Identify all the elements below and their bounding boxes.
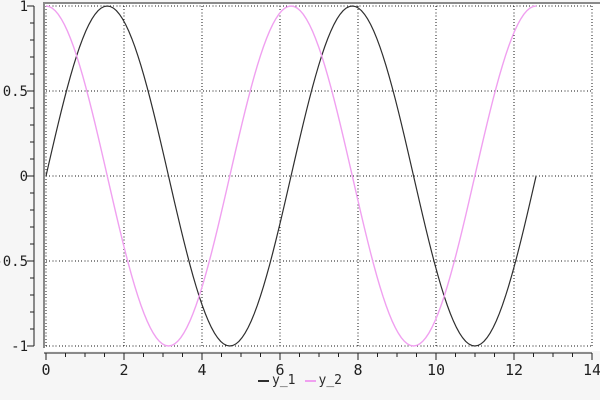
legend-line-sample-y1	[258, 379, 270, 382]
x-tick-label: 8	[353, 361, 362, 379]
x-tick-label: 12	[505, 361, 523, 379]
legend-line-sample-y2	[304, 379, 316, 382]
x-tick-label: 10	[427, 361, 445, 379]
x-tick-label: 6	[275, 361, 284, 379]
curve-y_2	[45, 5, 537, 347]
legend: y_1 y_2	[0, 373, 600, 388]
y-tick-label: -1	[11, 339, 28, 355]
y-tick-label: 1	[20, 0, 28, 15]
x-tick-label: 2	[119, 361, 128, 379]
x-tick-label: 4	[197, 361, 206, 379]
legend-item-y2: y_2	[304, 373, 342, 388]
legend-label-y2: y_2	[318, 373, 342, 388]
curve-y_1	[45, 5, 537, 347]
legend-label-y1: y_1	[272, 373, 296, 388]
y-tick-label: 0.5	[3, 84, 28, 100]
x-tick-label: 0	[41, 361, 50, 379]
x-tick-label: 14	[583, 361, 600, 379]
legend-item-y1: y_1	[258, 373, 296, 388]
y-tick-label: 0	[20, 169, 28, 185]
y-tick-label: -0.5	[0, 254, 28, 270]
